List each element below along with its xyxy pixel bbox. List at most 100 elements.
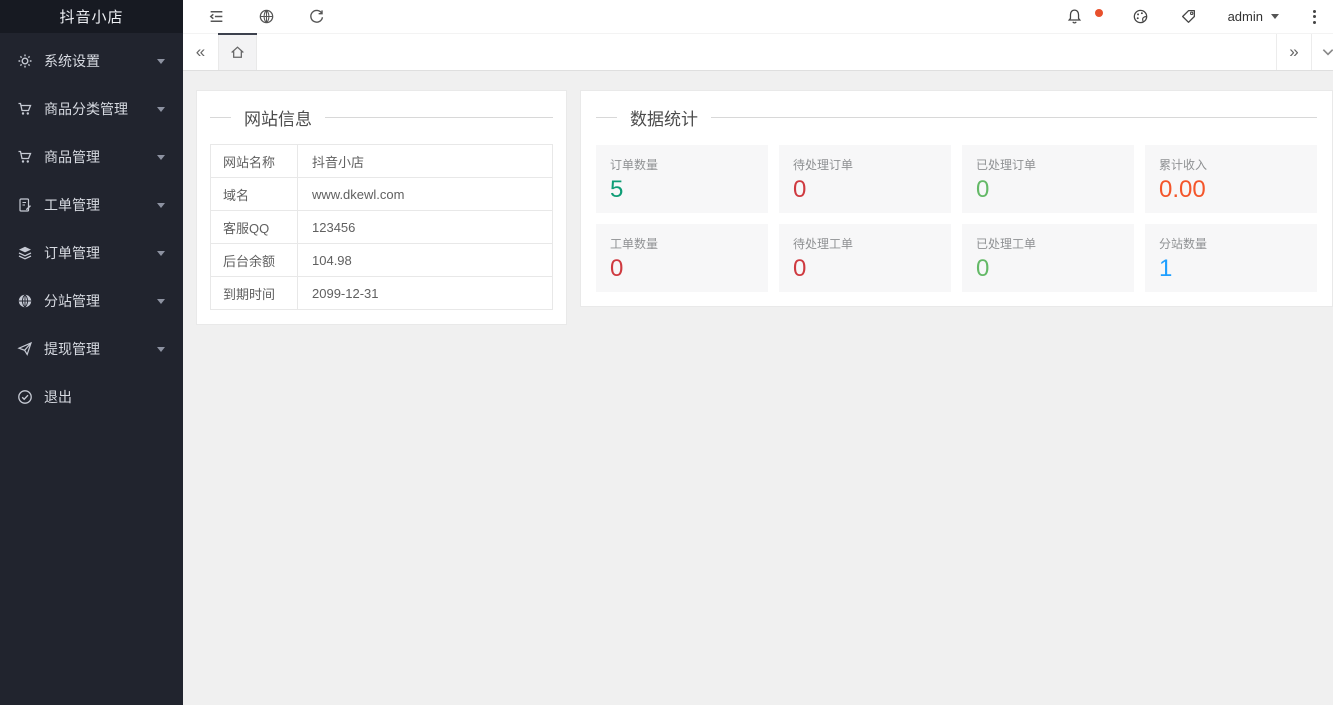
sidebar-item-product-management[interactable]: 商品管理 [0,133,183,181]
chevron-down-icon [157,250,165,256]
stat-value: 0.00 [1159,176,1206,203]
info-value: 抖音小店 [297,144,553,178]
panel-legend: 数据统计 [596,105,1317,129]
sidebar-item-workorder-management[interactable]: 工单管理 [0,181,183,229]
site-info-panel: 网站信息 网站名称 抖音小店 域名 www.dkewl.com 客服QQ 123… [196,90,567,325]
legend-line [711,116,1317,118]
stats-panel: 数据统计 订单数量 5 待处理订单 0 已处理订单 0 累计收入 0.00 工单… [580,90,1333,307]
check-circle-icon [17,389,33,405]
stat-card-total-income: 累计收入 0.00 [1145,145,1317,213]
document-edit-icon [17,197,33,213]
info-value: 104.98 [297,243,553,277]
stat-card-processed-orders: 已处理订单 0 [962,145,1134,213]
vertical-dots-icon[interactable] [1309,8,1320,26]
sidebar-item-substation-management[interactable]: 分站管理 [0,277,183,325]
sidebar-item-label: 分站管理 [44,293,100,309]
info-value: 2099-12-31 [297,276,553,310]
info-label: 后台余额 [210,243,298,277]
layers-icon [17,245,33,261]
tabs-dropdown-button[interactable] [1311,34,1333,70]
sidebar-item-label: 商品分类管理 [44,101,128,117]
chevron-down-icon [157,346,165,352]
sidebar: 抖音小店 系统设置 商品分类管理 商品管理 [0,0,183,705]
sidebar-item-label: 系统设置 [44,53,100,69]
table-row: 到期时间 2099-12-31 [210,276,553,310]
stat-card-pending-workorders: 待处理工单 0 [779,224,951,292]
stat-card-order-count: 订单数量 5 [596,145,768,213]
info-value: 123456 [297,210,553,244]
chevron-down-icon [1322,49,1333,56]
chevron-down-icon [157,106,165,112]
site-info-table: 网站名称 抖音小店 域名 www.dkewl.com 客服QQ 123456 后… [210,144,553,310]
tag-icon[interactable] [1180,8,1198,26]
info-label: 域名 [210,177,298,211]
table-row: 网站名称 抖音小店 [210,144,553,178]
table-row: 后台余额 104.98 [210,243,553,277]
notifications-button[interactable] [1066,8,1103,26]
table-row: 客服QQ 123456 [210,210,553,244]
tab-strip-empty [257,34,1276,70]
info-label: 到期时间 [210,276,298,310]
palette-icon[interactable] [1132,8,1150,26]
stat-value: 0 [793,176,807,203]
sidebar-item-withdrawal-management[interactable]: 提现管理 [0,325,183,373]
info-value: www.dkewl.com [297,177,553,211]
tab-home[interactable] [218,33,257,70]
gear-icon [17,53,33,69]
menu-fold-icon[interactable] [207,8,225,26]
sidebar-item-label: 订单管理 [44,245,100,261]
table-row: 域名 www.dkewl.com [210,177,553,211]
sidebar-menu: 系统设置 商品分类管理 商品管理 工单管理 [0,33,183,421]
top-header: admin [183,0,1333,34]
stat-card-substation-count: 分站数量 1 [1145,224,1317,292]
stats-title: 数据统计 [630,109,698,129]
sidebar-item-product-category[interactable]: 商品分类管理 [0,85,183,133]
stat-label: 分站数量 [1159,237,1208,251]
stat-label: 待处理工单 [793,237,854,251]
sidebar-item-logout[interactable]: 退出 [0,373,183,421]
sidebar-item-label: 工单管理 [44,197,100,213]
sidebar-item-order-management[interactable]: 订单管理 [0,229,183,277]
chevron-down-icon [157,58,165,64]
tabs-scroll-right-button[interactable]: » [1276,34,1311,70]
stat-value: 5 [610,176,624,203]
legend-dash [210,116,231,118]
panel-legend: 网站信息 [210,105,553,129]
sidebar-item-system-settings[interactable]: 系统设置 [0,37,183,85]
globe-icon[interactable] [257,8,275,26]
stat-value: 1 [1159,255,1173,282]
sidebar-item-label: 提现管理 [44,341,100,357]
header-right-icons: admin [1066,8,1333,26]
username: admin [1227,9,1263,24]
stat-label: 工单数量 [610,237,659,251]
stat-value: 0 [976,176,990,203]
site-info-title: 网站信息 [244,109,312,129]
cart-icon [17,101,33,117]
refresh-icon[interactable] [307,8,325,26]
info-label: 网站名称 [210,144,298,178]
home-icon [231,45,244,58]
stat-label: 订单数量 [610,158,659,172]
tabs-scroll-left-button[interactable]: « [195,42,206,61]
chevron-down-icon [157,154,165,160]
bell-icon [1067,9,1082,24]
paper-plane-icon [17,341,33,357]
legend-line [325,116,553,118]
stat-value: 0 [793,255,807,282]
app-logo: 抖音小店 [0,0,183,33]
cart-icon [17,149,33,165]
sidebar-item-label: 商品管理 [44,149,100,165]
globe-icon [17,293,33,309]
chevron-down-icon [157,298,165,304]
chevron-down-icon [1271,14,1279,19]
header-left-icons [183,8,325,26]
stat-card-processed-workorders: 已处理工单 0 [962,224,1134,292]
user-menu[interactable]: admin [1228,9,1279,24]
stat-cards-grid: 订单数量 5 待处理订单 0 已处理订单 0 累计收入 0.00 工单数量 0 … [596,145,1317,292]
stat-card-workorder-count: 工单数量 0 [596,224,768,292]
stat-card-pending-orders: 待处理订单 0 [779,145,951,213]
main-content: 网站信息 网站名称 抖音小店 域名 www.dkewl.com 客服QQ 123… [183,71,1333,705]
chevron-down-icon [157,202,165,208]
stat-value: 0 [610,255,624,282]
stat-label: 已处理订单 [976,158,1037,172]
